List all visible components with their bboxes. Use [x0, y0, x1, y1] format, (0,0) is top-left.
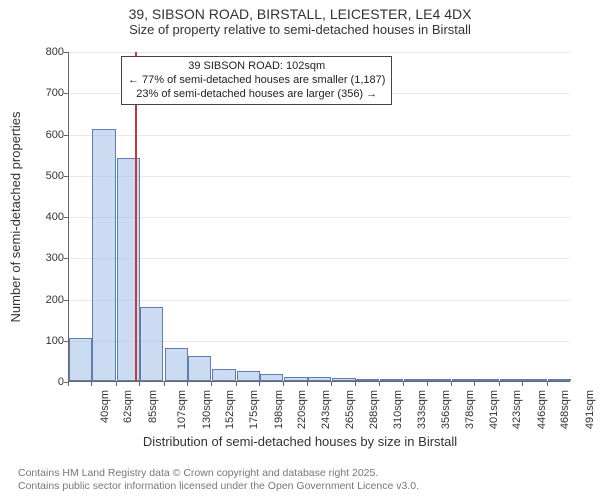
y-tick-label: 300: [14, 252, 64, 264]
gridline: [69, 217, 570, 218]
x-tick-label: 107sqm: [176, 390, 188, 429]
histogram-bar: [332, 378, 355, 381]
x-tick-label: 220sqm: [296, 390, 308, 429]
x-tick-label: 85sqm: [147, 390, 159, 423]
annotation-line-3: 23% of semi-detached houses are larger (…: [128, 88, 385, 102]
x-tick-label: 130sqm: [201, 390, 213, 429]
x-tick-label: 152sqm: [224, 390, 236, 429]
histogram-bar: [284, 377, 307, 381]
histogram-bar: [92, 129, 115, 381]
histogram-bar: [404, 379, 427, 381]
x-tick-label: 401sqm: [488, 390, 500, 429]
x-tick-mark: [236, 382, 237, 386]
footer-line-2: Contains public sector information licen…: [18, 480, 419, 494]
gridline: [69, 52, 570, 53]
title-sub: Size of property relative to semi-detach…: [0, 22, 600, 37]
histogram-bar: [452, 379, 475, 381]
chart: Number of semi-detached properties 39 SI…: [0, 42, 600, 440]
x-tick-mark: [451, 382, 452, 386]
x-tick-label: 62sqm: [122, 390, 134, 423]
x-tick-mark: [427, 382, 428, 386]
y-tick-label: 500: [14, 170, 64, 182]
histogram-bar: [237, 371, 260, 381]
x-tick-mark: [139, 382, 140, 386]
y-tick-label: 700: [14, 87, 64, 99]
histogram-bar: [475, 379, 498, 381]
y-tick-mark: [64, 135, 68, 136]
y-tick-mark: [64, 52, 68, 53]
x-tick-mark: [331, 382, 332, 386]
x-tick-mark: [164, 382, 165, 386]
x-tick-label: 423sqm: [512, 390, 524, 429]
y-tick-mark: [64, 217, 68, 218]
y-tick-label: 800: [14, 46, 64, 58]
x-tick-label: 333sqm: [416, 390, 428, 429]
x-tick-mark: [259, 382, 260, 386]
x-tick-label: 198sqm: [273, 390, 285, 429]
histogram-bar: [165, 348, 188, 381]
x-tick-label: 468sqm: [559, 390, 571, 429]
histogram-bar: [212, 369, 235, 381]
plot-area: 39 SIBSON ROAD: 102sqm← 77% of semi-deta…: [68, 52, 570, 382]
gridline: [69, 176, 570, 177]
y-tick-mark: [64, 300, 68, 301]
y-tick-mark: [64, 176, 68, 177]
histogram-bar: [69, 338, 92, 381]
histogram-bar: [188, 356, 211, 381]
x-tick-mark: [499, 382, 500, 386]
x-tick-label: 265sqm: [344, 390, 356, 429]
x-tick-mark: [283, 382, 284, 386]
histogram-bar: [548, 379, 571, 381]
y-tick-label: 200: [14, 294, 64, 306]
x-tick-label: 288sqm: [368, 390, 380, 429]
y-tick-mark: [64, 258, 68, 259]
gridline: [69, 135, 570, 136]
x-tick-label: 175sqm: [248, 390, 260, 429]
x-tick-label: 243sqm: [321, 390, 333, 429]
footer-line-1: Contains HM Land Registry data © Crown c…: [18, 467, 419, 481]
footer: Contains HM Land Registry data © Crown c…: [18, 467, 419, 494]
x-axis-label: Distribution of semi-detached houses by …: [0, 434, 600, 449]
x-tick-mark: [307, 382, 308, 386]
x-tick-mark: [379, 382, 380, 386]
y-tick-label: 600: [14, 129, 64, 141]
y-tick-mark: [64, 93, 68, 94]
histogram-bar: [428, 379, 451, 381]
x-tick-mark: [547, 382, 548, 386]
x-tick-label: 446sqm: [536, 390, 548, 429]
histogram-bar: [380, 379, 403, 381]
x-tick-mark: [91, 382, 92, 386]
annotation-box: 39 SIBSON ROAD: 102sqm← 77% of semi-deta…: [121, 56, 392, 105]
gridline: [69, 258, 570, 259]
histogram-bar: [260, 374, 283, 381]
x-tick-label: 310sqm: [392, 390, 404, 429]
y-tick-label: 0: [14, 376, 64, 388]
x-tick-label: 356sqm: [441, 390, 453, 429]
histogram-bar: [308, 377, 331, 381]
x-tick-mark: [522, 382, 523, 386]
gridline: [69, 300, 570, 301]
x-tick-mark: [403, 382, 404, 386]
title-block: 39, SIBSON ROAD, BIRSTALL, LEICESTER, LE…: [0, 0, 600, 37]
x-tick-mark: [116, 382, 117, 386]
x-tick-mark: [211, 382, 212, 386]
x-tick-mark: [68, 382, 69, 386]
y-tick-mark: [64, 341, 68, 342]
histogram-bar: [500, 379, 523, 381]
x-tick-label: 491sqm: [584, 390, 596, 429]
x-tick-label: 40sqm: [99, 390, 111, 423]
x-tick-mark: [355, 382, 356, 386]
x-tick-label: 378sqm: [464, 390, 476, 429]
histogram-bar: [523, 379, 546, 381]
x-tick-mark: [187, 382, 188, 386]
annotation-line-2: ← 77% of semi-detached houses are smalle…: [128, 74, 385, 88]
y-tick-label: 100: [14, 335, 64, 347]
x-tick-mark: [474, 382, 475, 386]
histogram-bar: [356, 379, 379, 381]
histogram-bar: [140, 307, 163, 381]
title-main: 39, SIBSON ROAD, BIRSTALL, LEICESTER, LE…: [0, 6, 600, 22]
annotation-line-1: 39 SIBSON ROAD: 102sqm: [128, 60, 385, 74]
y-tick-label: 400: [14, 211, 64, 223]
